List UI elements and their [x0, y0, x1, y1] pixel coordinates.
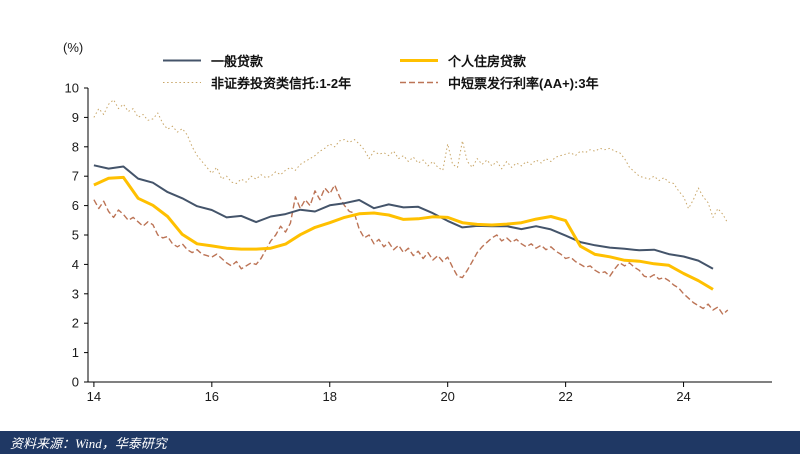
chart-canvas: 0 1 2 3 4 5 6 7 8 9 10 14 16 18 20 22 24	[65, 81, 772, 404]
legend-label-mtn-rate: 中短票发行利率(AA+):3年	[448, 75, 599, 91]
series-line	[93, 175, 714, 291]
y-axis-tick-label: 10	[65, 81, 79, 96]
y-axis-tick-label: 6	[72, 198, 79, 213]
y-axis-tick-label: 3	[72, 286, 79, 301]
y-axis-tick-label: 8	[72, 139, 79, 154]
y-axis-tick-label: 0	[72, 375, 79, 390]
y-axis-tick-label: 9	[72, 110, 79, 125]
y-axis-tick-label: 7	[72, 169, 79, 184]
legend-label-mortgage-loan: 个人住房贷款	[448, 53, 527, 69]
legend-item-trust-yield: 非证券投资类信托:1-2年	[162, 74, 399, 91]
x-axis-tick-label: 16	[205, 389, 219, 404]
chart-legend: 一般贷款 个人住房贷款 非证券投资类信托:1-2年 中短票发行利率(AA+):3…	[162, 52, 599, 91]
source-text: 资料来源：Wind，华泰研究	[10, 436, 167, 451]
legend-item-general-loan: 一般贷款	[162, 52, 399, 69]
y-axis-unit-label: (%)	[63, 40, 84, 55]
mortgage-loan-line-swatch-icon	[399, 56, 439, 65]
x-axis-tick-label: 14	[87, 389, 101, 404]
series-line	[93, 164, 714, 270]
general-loan-line-swatch-icon	[162, 56, 202, 65]
y-axis-tick-label: 5	[72, 228, 79, 243]
x-axis-tick-label: 22	[558, 389, 572, 404]
series-line	[93, 184, 729, 316]
legend-item-mortgage-loan: 个人住房贷款	[399, 52, 599, 69]
series-line	[93, 99, 729, 224]
source-footer: 资料来源：Wind，华泰研究	[0, 431, 800, 454]
legend-label-trust-yield: 非证券投资类信托:1-2年	[211, 75, 352, 91]
legend-label-general-loan: 一般贷款	[211, 53, 264, 69]
x-axis-tick-label: 24	[676, 389, 690, 404]
y-axis-tick-label: 2	[72, 316, 79, 331]
mtn-rate-line-swatch-icon	[399, 78, 439, 87]
legend-item-mtn-rate: 中短票发行利率(AA+):3年	[399, 74, 599, 91]
y-axis-tick-label: 1	[72, 345, 79, 360]
x-axis-tick-label: 18	[323, 389, 337, 404]
x-axis-tick-label: 20	[440, 389, 454, 404]
y-axis-tick-label: 4	[72, 257, 79, 272]
